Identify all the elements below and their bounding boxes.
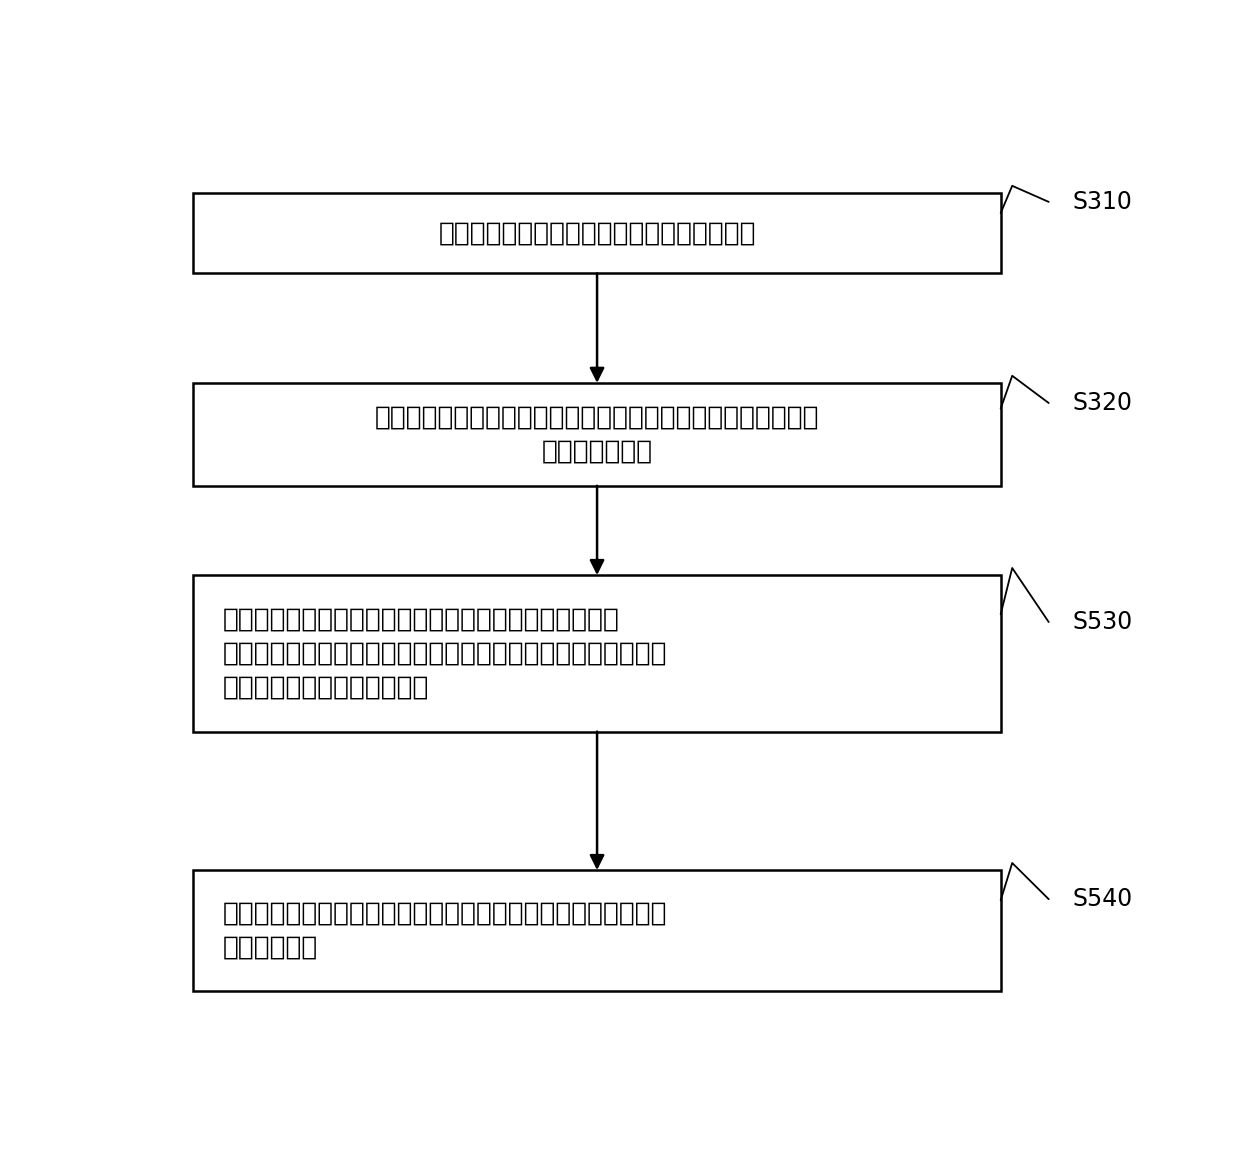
Bar — [193, 193, 1001, 274]
Bar — [193, 870, 1001, 990]
Text: 声的语音信号: 声的语音信号 — [222, 935, 317, 960]
Text: S530: S530 — [1073, 610, 1133, 634]
Text: 信号的加性模型: 信号的加性模型 — [542, 439, 652, 464]
Text: 对所述语音信号的功率估计值进行逆傅立叶变换，得到消除了噪: 对所述语音信号的功率估计值进行逆傅立叶变换，得到消除了噪 — [222, 901, 667, 926]
Bar — [193, 383, 1001, 485]
Text: 到所述语音信号的功率估计值: 到所述语音信号的功率估计值 — [222, 675, 429, 700]
Text: 信号的加性模型的功率谱和带噪信号、噪声信号的功率估计值得: 信号的加性模型的功率谱和带噪信号、噪声信号的功率估计值得 — [222, 641, 667, 666]
Text: 根据低通过滤处理后的带噪信号、噪声信号和语音信号得到语音: 根据低通过滤处理后的带噪信号、噪声信号和语音信号得到语音 — [374, 404, 820, 431]
Bar — [193, 575, 1001, 731]
Text: S540: S540 — [1073, 887, 1133, 911]
Text: 计算出所述语音信号的加性模型的功率谱，根据所述语音: 计算出所述语音信号的加性模型的功率谱，根据所述语音 — [222, 606, 619, 633]
Text: 通过高通滤波器对带噪信号进行低通过滤处理: 通过高通滤波器对带噪信号进行低通过滤处理 — [438, 221, 756, 246]
Text: S310: S310 — [1073, 190, 1132, 214]
Text: S320: S320 — [1073, 391, 1133, 414]
